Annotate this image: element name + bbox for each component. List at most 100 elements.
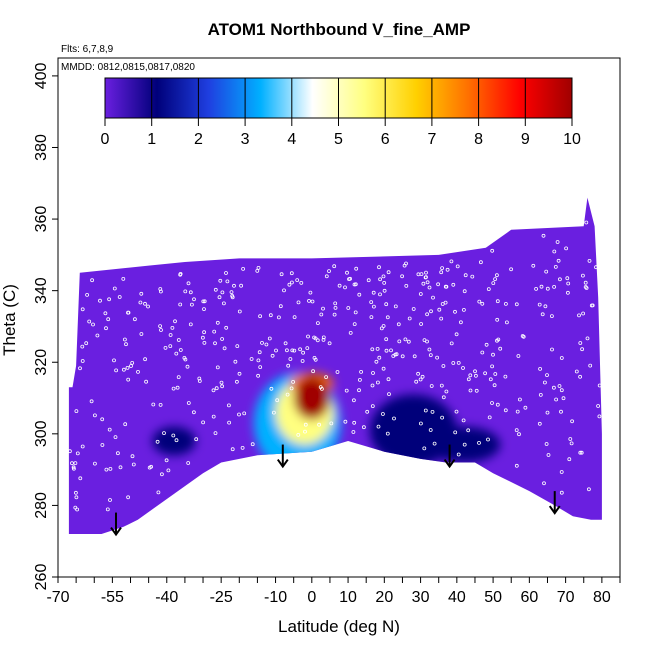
sample-point (515, 409, 520, 414)
sample-point (543, 380, 547, 385)
sample-point (514, 428, 519, 433)
sample-point (429, 384, 434, 388)
sample-point (386, 377, 391, 382)
sample-point (256, 358, 261, 363)
sample-point (454, 332, 459, 337)
sample-point (321, 306, 325, 311)
sample-point (577, 313, 581, 318)
sample-point (422, 338, 427, 343)
sample-point (385, 315, 390, 320)
sample-point (555, 240, 560, 244)
sample-point (428, 353, 433, 358)
sample-point (107, 297, 111, 302)
sample-point (552, 385, 556, 390)
y-tick-label: 300 (33, 420, 50, 447)
sample-point (106, 317, 111, 322)
sample-point (292, 348, 297, 353)
sample-point (112, 286, 117, 291)
sample-point (474, 388, 479, 393)
sample-point (589, 303, 594, 308)
sample-point (164, 458, 169, 463)
sample-point (211, 388, 216, 393)
sample-point (162, 431, 166, 436)
sample-point (319, 386, 324, 391)
sample-point (80, 359, 85, 363)
sample-point (239, 283, 244, 288)
sample-point (538, 392, 543, 397)
y-tick-label: 340 (33, 277, 50, 304)
sample-point (487, 415, 492, 420)
sample-point (579, 450, 584, 455)
sample-point (324, 274, 329, 279)
sample-point (509, 267, 514, 272)
sample-point (105, 507, 110, 512)
sample-point (346, 306, 351, 310)
sample-point (566, 281, 571, 286)
date-annotation: MMDD: 0812,0815,0817,0820 (61, 62, 195, 73)
sample-point (380, 412, 385, 416)
y-tick-label: 280 (33, 492, 50, 519)
colorbar-tick-label: 5 (334, 131, 343, 148)
sample-point (596, 404, 600, 408)
sample-point (222, 346, 227, 351)
sample-point (284, 348, 289, 353)
sample-point (202, 299, 207, 304)
sample-point (581, 273, 585, 278)
x-tick-label: -70 (46, 589, 69, 606)
sample-point (78, 366, 82, 371)
sample-point (126, 377, 131, 382)
sample-point (427, 285, 432, 290)
down-arrow-icon (443, 444, 456, 469)
sample-point (553, 264, 558, 269)
sample-point (566, 290, 570, 295)
sample-point (151, 402, 156, 407)
sample-point (384, 348, 389, 353)
sample-point (333, 301, 338, 306)
sample-point (461, 307, 466, 312)
sample-point (371, 371, 375, 375)
sample-point (237, 371, 242, 376)
sample-point (226, 403, 231, 408)
sample-point (540, 312, 545, 317)
sample-point (534, 286, 538, 291)
sample-point (78, 476, 83, 481)
sample-point (406, 339, 411, 344)
sample-point (443, 300, 448, 305)
sample-point (116, 451, 120, 456)
sample-point (303, 422, 308, 427)
y-tick-label: 380 (33, 134, 50, 161)
sample-point (348, 330, 353, 335)
sample-point (225, 279, 230, 284)
sample-point (351, 398, 356, 403)
sample-point (258, 365, 263, 370)
sample-point (317, 422, 322, 427)
sample-point (503, 374, 508, 379)
sample-point (454, 409, 459, 414)
sample-point (312, 355, 317, 360)
sample-point (260, 340, 264, 345)
colorbar-tick-label: 4 (287, 131, 296, 148)
sample-point (163, 345, 168, 350)
sample-point (232, 283, 236, 288)
colorbar-tick-label: 6 (381, 131, 390, 148)
sample-point (271, 410, 276, 415)
sample-point (379, 326, 384, 331)
sample-point (186, 401, 191, 405)
sample-point (503, 408, 508, 413)
sample-point (255, 268, 260, 273)
sample-point (493, 277, 498, 282)
colorbar-tick-label: 7 (427, 131, 436, 148)
sample-point (492, 383, 497, 388)
sample-point (72, 466, 76, 471)
sample-point (74, 490, 78, 495)
sample-point (461, 366, 465, 370)
sample-point (300, 359, 305, 363)
sample-point (156, 490, 161, 495)
sample-point (122, 367, 126, 372)
sample-point (332, 264, 337, 269)
data-region (68, 197, 602, 534)
sample-point (366, 278, 371, 283)
sample-point (75, 451, 80, 456)
sample-point (241, 266, 246, 271)
